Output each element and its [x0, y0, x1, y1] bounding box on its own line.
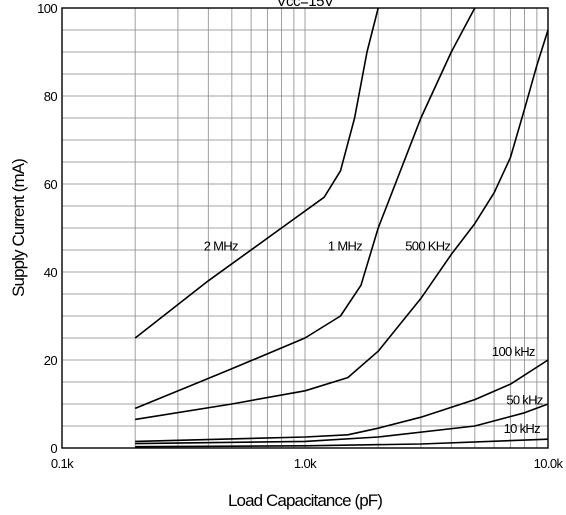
tick-labels: 0.1k 1.0k 10.0k 0 20 40 60 80 100: [37, 1, 564, 471]
series-label-3: 100 kHz: [492, 344, 535, 359]
x-tick-label: 0.1k: [51, 456, 74, 471]
series-line-1: [134, 7, 476, 410]
series-line-5: [135, 438, 549, 448]
y-tick-label: 20: [44, 353, 58, 368]
chart-title: Vcc=15V: [277, 0, 334, 10]
series-label-5: 10 kHz: [504, 421, 540, 436]
series-label-2: 500 KHz: [405, 239, 450, 254]
series-label-0: 2 MHz: [204, 239, 238, 254]
y-axis-label: Supply Current (mA): [9, 159, 28, 297]
y-tick-label: 100: [37, 1, 57, 16]
x-tick-label: 1.0k: [294, 456, 317, 471]
series-label-1: 1 MHz: [328, 239, 362, 254]
grid: [62, 8, 548, 448]
y-tick-label: 40: [44, 265, 58, 280]
series-line-4: [135, 403, 549, 445]
y-tick-label: 60: [44, 177, 58, 192]
y-tick-label: 0: [50, 441, 57, 456]
y-tick-label: 80: [44, 89, 58, 104]
plot-frame: [61, 7, 549, 449]
x-tick-label: 10.0k: [534, 456, 564, 471]
series-line-3: [135, 359, 549, 443]
x-axis-label: Load Capacitance (pF): [228, 491, 382, 510]
series-label-4: 50 kHz: [506, 393, 542, 408]
series-line-0: [134, 7, 379, 339]
series-line-2: [135, 29, 549, 421]
series-group: 2 MHz 1 MHz 500 KHz 100 kHz 50 kHz 10 kHz: [134, 7, 549, 448]
